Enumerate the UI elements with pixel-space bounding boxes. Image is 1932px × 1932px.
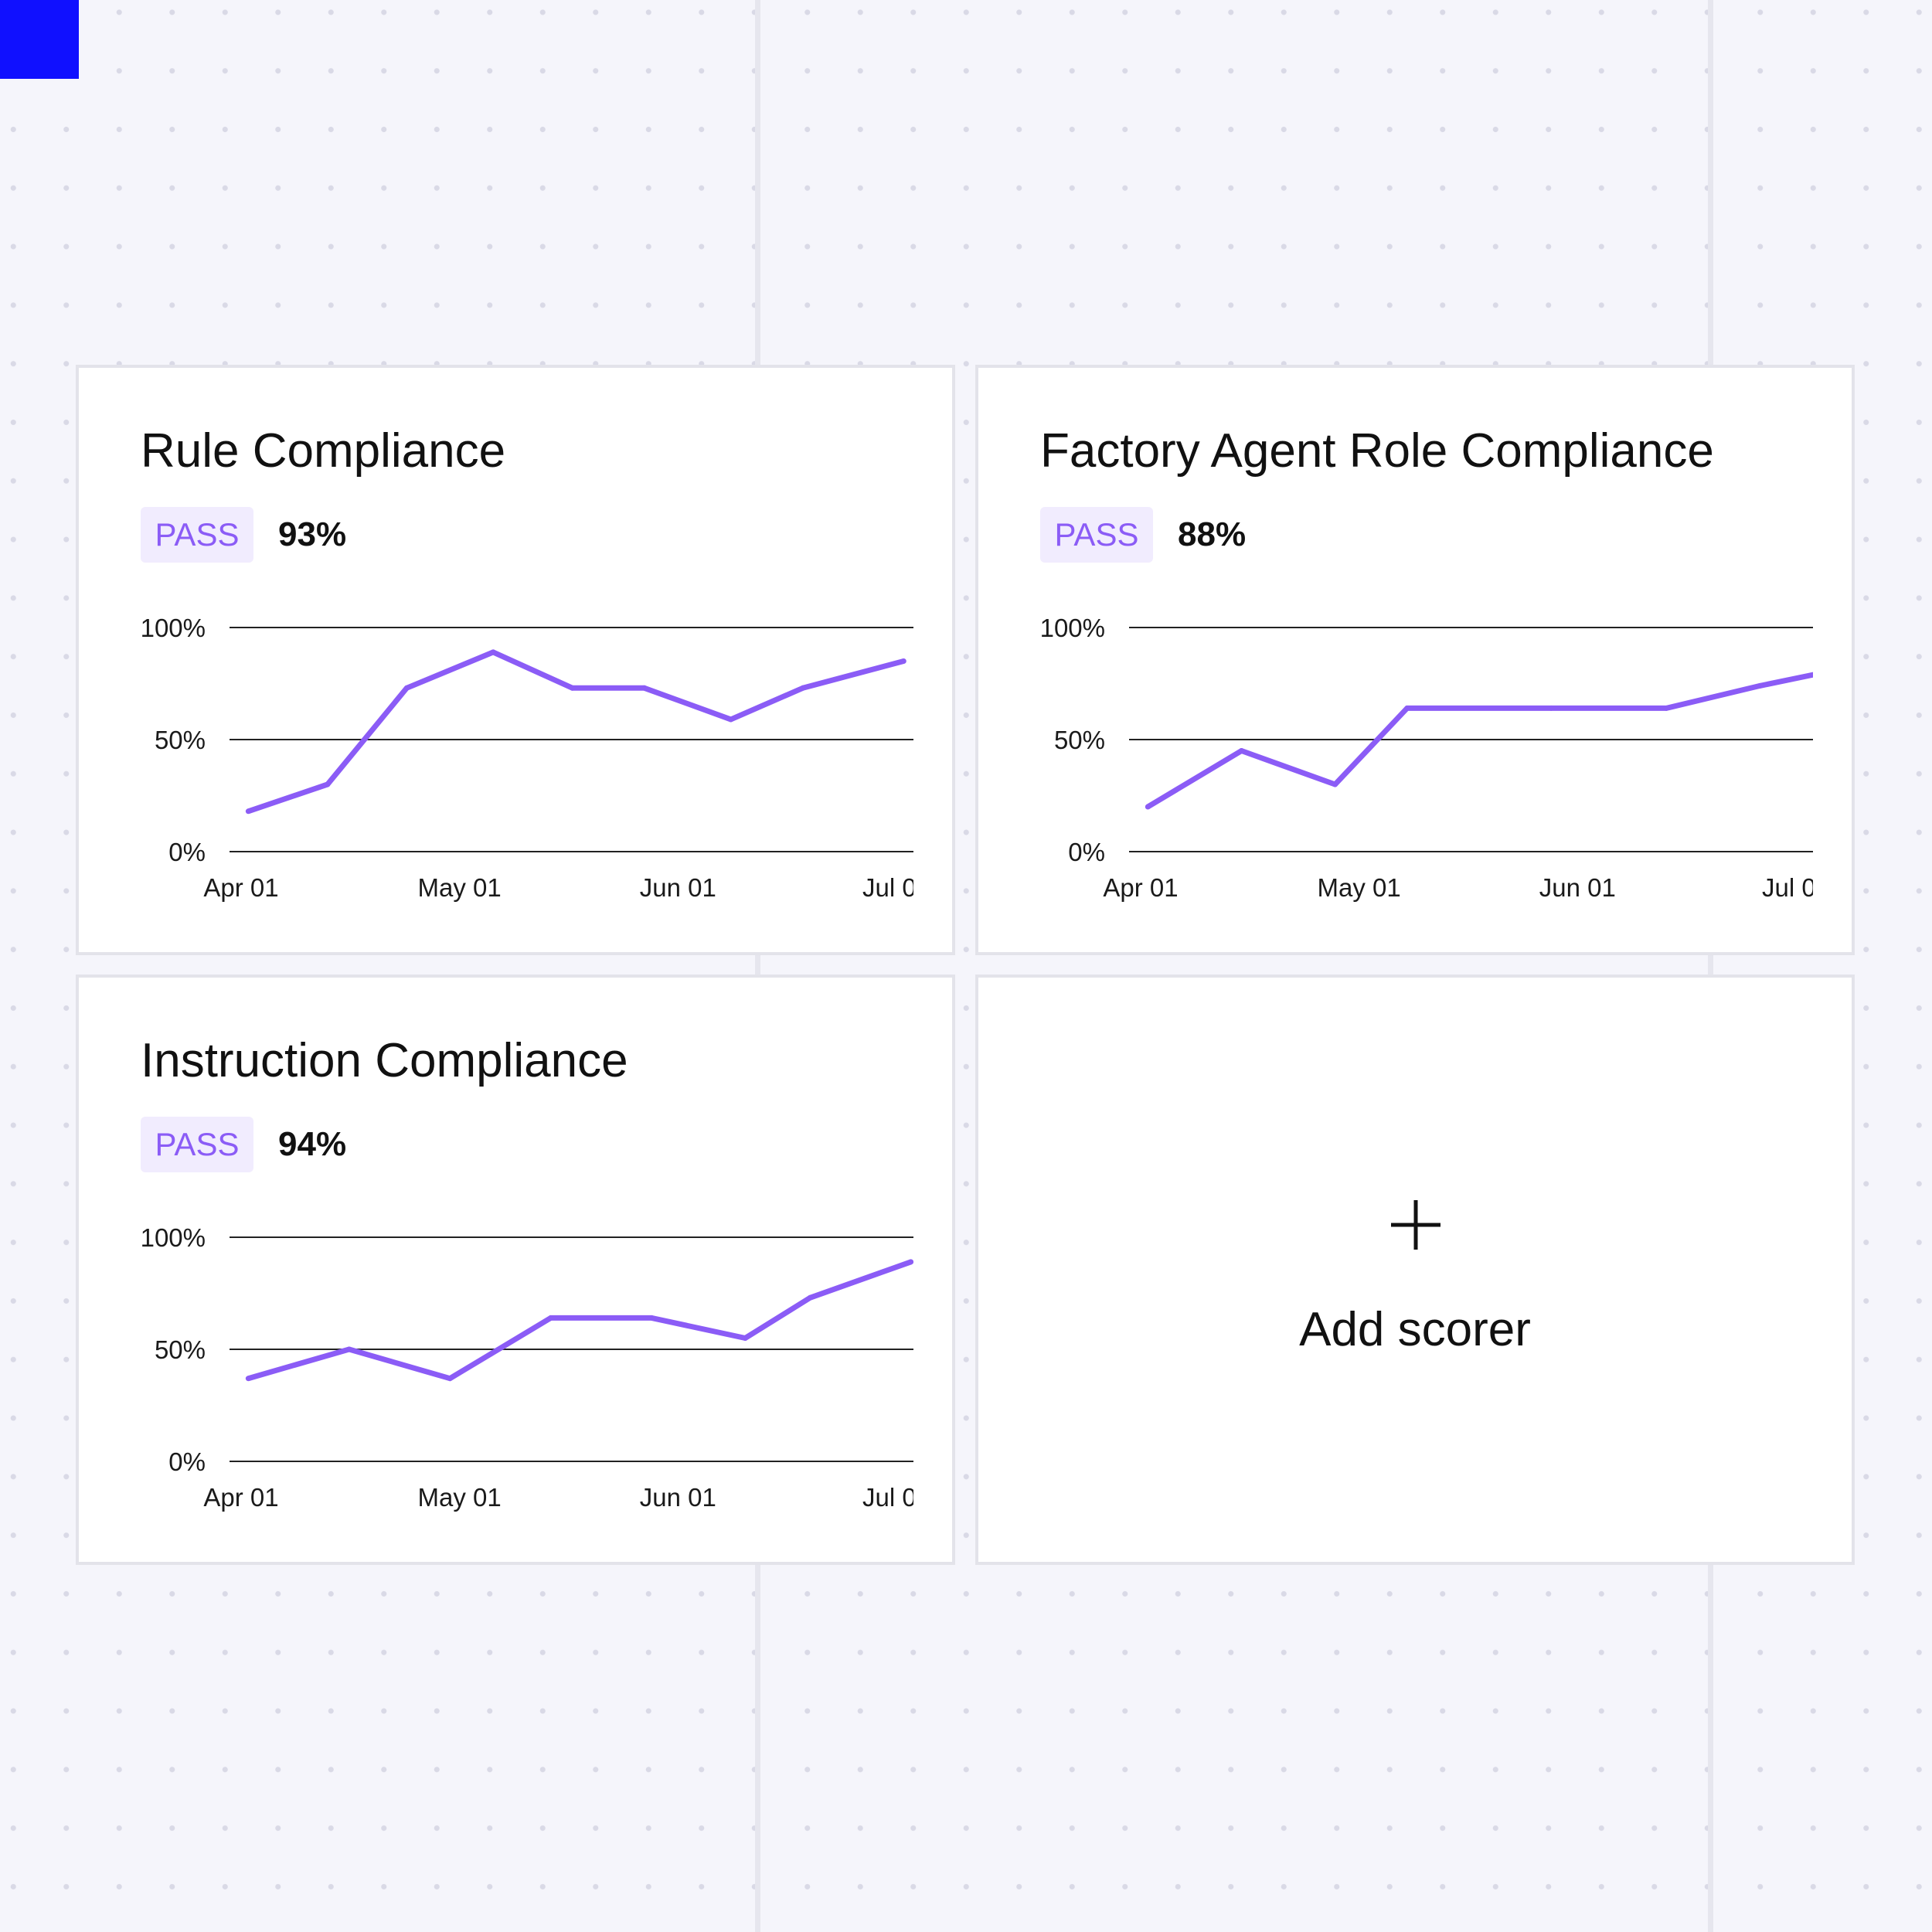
x-tick-label: Jun 01 — [640, 873, 716, 902]
data-point — [742, 1335, 748, 1341]
data-point — [1145, 804, 1151, 810]
x-tick-label: May 01 — [418, 1483, 502, 1512]
x-tick-label: Apr 01 — [1103, 873, 1178, 902]
y-tick-label: 50% — [155, 1335, 206, 1364]
x-tick-label: May 01 — [418, 873, 502, 902]
y-tick-label: 100% — [141, 614, 206, 642]
scorer-card-factory-agent-role-compliance[interactable]: Factory Agent Role Compliance PASS 88% 1… — [975, 365, 1855, 955]
data-point — [245, 1376, 251, 1382]
data-point — [245, 808, 251, 815]
data-point — [1548, 705, 1554, 711]
y-tick-label: 50% — [1054, 726, 1105, 754]
data-point — [447, 1376, 453, 1382]
data-point — [1238, 748, 1244, 753]
data-point — [800, 685, 806, 691]
data-point — [908, 1259, 913, 1265]
data-point — [490, 649, 496, 655]
add-scorer-label: Add scorer — [1299, 1303, 1531, 1356]
y-tick-label: 0% — [168, 838, 206, 866]
y-tick-label: 0% — [168, 1447, 206, 1476]
data-point — [325, 781, 331, 787]
line-chart: 100% 50% 0% Apr 01 May 01 Jun 01 Jul 01 — [141, 1223, 913, 1512]
x-tick-label: Jun 01 — [1539, 873, 1616, 902]
y-tick-label: 50% — [155, 726, 206, 754]
x-tick-label: Jun 01 — [640, 1483, 716, 1512]
series-line — [247, 649, 905, 815]
status-badge: PASS — [141, 1117, 253, 1172]
y-tick-label: 100% — [141, 1223, 206, 1252]
corner-square — [0, 0, 79, 79]
data-point — [1757, 682, 1763, 689]
series-line — [1146, 672, 1813, 810]
data-point — [641, 685, 648, 691]
add-scorer-button[interactable]: Add scorer — [975, 975, 1855, 1565]
data-point — [346, 1346, 352, 1352]
status-badge: PASS — [1040, 507, 1153, 563]
x-tick-label: Apr 01 — [203, 1483, 278, 1512]
data-point — [548, 1315, 554, 1321]
data-point — [1404, 705, 1410, 711]
status-badge: PASS — [141, 507, 253, 563]
score-value: 94% — [278, 1125, 347, 1163]
x-tick-label: Apr 01 — [203, 873, 278, 902]
data-point — [900, 658, 906, 664]
line-chart: 100% 50% 0% Apr 01 May 01 Jun 01 Jul 01 — [141, 614, 913, 902]
scorer-card-instruction-compliance[interactable]: Instruction Compliance PASS 94% 100% 50% 0… — [76, 975, 955, 1565]
line-chart: 100% 50% 0% Apr 01 May 01 Jun 01 Jul 01 — [1040, 614, 1813, 902]
score-value: 88% — [1178, 515, 1247, 553]
x-tick-label: Jul 01 — [862, 873, 913, 902]
canvas-guide-line — [755, 0, 760, 1932]
data-point — [403, 685, 410, 691]
data-point — [728, 716, 734, 723]
scorer-card-rule-compliance[interactable]: Rule Compliance PASS 93% 100% 50% 0% Apr 01… — [76, 365, 955, 955]
data-point — [648, 1315, 655, 1321]
canvas-guide-line — [1708, 0, 1713, 1932]
plus-icon — [1391, 1200, 1440, 1250]
data-point — [807, 1294, 813, 1301]
y-tick-label: 0% — [1068, 838, 1105, 866]
x-tick-label: Jul 01 — [862, 1483, 913, 1512]
card-title: Rule Compliance — [141, 424, 506, 478]
card-title: Instruction Compliance — [141, 1034, 628, 1087]
x-tick-label: May 01 — [1318, 873, 1401, 902]
x-tick-label: Jul 01 — [1762, 873, 1813, 902]
score-value: 93% — [278, 515, 347, 553]
data-point — [1332, 781, 1338, 787]
data-point — [1663, 705, 1669, 711]
card-title: Factory Agent Role Compliance — [1040, 424, 1714, 478]
data-point — [570, 685, 576, 691]
series-line — [247, 1259, 912, 1382]
y-tick-label: 100% — [1040, 614, 1105, 642]
